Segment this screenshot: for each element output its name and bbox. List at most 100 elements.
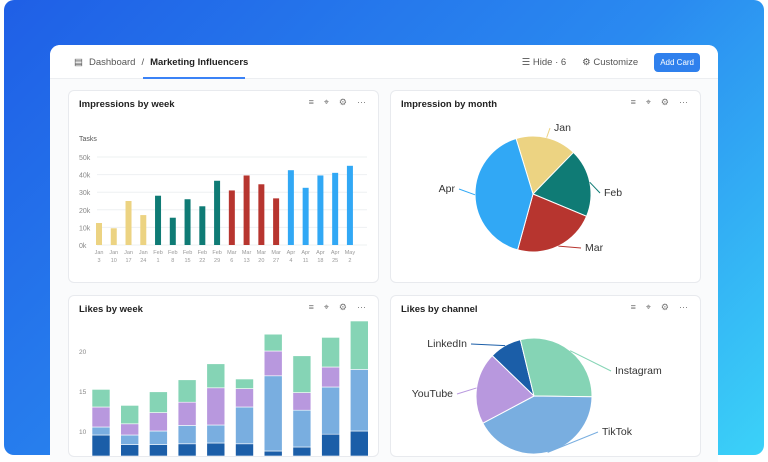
settings-icon[interactable]: ⚙ bbox=[660, 97, 669, 107]
more-icon[interactable]: ··· bbox=[679, 97, 688, 107]
y-tick-label: 20k bbox=[79, 208, 91, 215]
x-tick-label: 3 bbox=[97, 258, 100, 264]
pie-slice bbox=[519, 337, 593, 398]
settings-icon[interactable]: ⚙ bbox=[338, 97, 347, 107]
stacked-bar-segment bbox=[321, 337, 340, 368]
x-tick-label: 6 bbox=[230, 258, 233, 264]
filter-icon[interactable]: ≡ bbox=[308, 302, 314, 312]
stacked-bar-segment bbox=[235, 378, 254, 389]
bar bbox=[228, 190, 235, 245]
filter-icon[interactable]: ≡ bbox=[308, 97, 314, 107]
stacked-bar-segment bbox=[120, 405, 140, 425]
customize-button[interactable]: ⚙ Customize bbox=[582, 57, 638, 68]
x-tick-label: 4 bbox=[289, 258, 292, 264]
stacked-bar-segment bbox=[292, 355, 312, 393]
breadcrumb: ▤ Dashboard / Marketing Influencers bbox=[74, 57, 248, 68]
more-icon[interactable]: ··· bbox=[679, 302, 688, 312]
x-tick-label: 27 bbox=[273, 258, 279, 264]
bar bbox=[184, 199, 191, 245]
slice-label: LinkedIn bbox=[427, 338, 467, 350]
x-tick-label: 17 bbox=[125, 258, 131, 264]
bar bbox=[214, 180, 221, 245]
slice-label: Jan bbox=[554, 122, 571, 134]
dashboard-window: ▤ Dashboard / Marketing Influencers ☰ Hi… bbox=[50, 45, 718, 462]
bar bbox=[169, 217, 176, 245]
x-tick-label: Jan bbox=[95, 250, 104, 256]
dashboard-icon: ▤ bbox=[74, 57, 83, 68]
bar bbox=[96, 223, 102, 245]
x-tick-label: 29 bbox=[214, 258, 220, 264]
chart-svg: Jan Feb Mar Apr bbox=[439, 122, 623, 254]
stacked-bar-segment bbox=[263, 333, 283, 352]
x-tick-label: Jan bbox=[109, 250, 118, 256]
stacked-bar-segment bbox=[263, 350, 283, 377]
slice-label: YouTube bbox=[412, 388, 453, 400]
bar bbox=[140, 215, 147, 245]
chart-svg: LinkedIn Instagram TikTok YouTube bbox=[412, 337, 662, 455]
slice-label: TikTok bbox=[602, 426, 633, 438]
bar bbox=[346, 165, 353, 245]
impression-by-month-card: Impression by month ≡ ⌖ ⚙ ··· Jan Feb Mar Apr bbox=[390, 90, 701, 283]
bar bbox=[302, 187, 309, 245]
x-tick-label: 8 bbox=[171, 258, 174, 264]
stacked-bar-segment bbox=[321, 386, 340, 435]
y-tick-label: 40k bbox=[79, 173, 91, 180]
stacked-bar-segment bbox=[235, 406, 254, 445]
settings-icon[interactable]: ⚙ bbox=[338, 302, 347, 312]
more-icon[interactable]: ··· bbox=[357, 97, 366, 107]
leader-line bbox=[558, 245, 582, 249]
pie-slice bbox=[475, 355, 535, 424]
bar bbox=[273, 198, 280, 245]
x-tick-label: 25 bbox=[332, 258, 338, 264]
settings-icon[interactable]: ⚙ bbox=[660, 302, 669, 312]
stacked-bar-segment bbox=[206, 424, 226, 444]
bar bbox=[317, 175, 324, 245]
sliders-icon: ☰ bbox=[521, 57, 533, 68]
x-tick-label: 20 bbox=[258, 258, 264, 264]
card-title: Impressions by week bbox=[79, 99, 175, 110]
x-tick-label: 15 bbox=[184, 258, 190, 264]
expand-icon[interactable]: ⌖ bbox=[645, 97, 651, 107]
hide-button[interactable]: ☰ Hide · 6 bbox=[522, 57, 566, 68]
stacked-bar-segment bbox=[149, 430, 168, 445]
x-tick-label: 13 bbox=[244, 258, 250, 264]
x-tick-label: Feb bbox=[198, 250, 207, 256]
hide-label: Hide · 6 bbox=[532, 57, 567, 68]
expand-icon[interactable]: ⌖ bbox=[645, 302, 651, 312]
stacked-bar-segment bbox=[120, 444, 140, 456]
slice-label: Apr bbox=[439, 183, 456, 195]
stacked-bar-segment bbox=[120, 423, 140, 436]
x-tick-label: Apr bbox=[287, 250, 296, 256]
filter-icon[interactable]: ≡ bbox=[630, 302, 636, 312]
breadcrumb-current[interactable]: Marketing Influencers bbox=[150, 57, 249, 68]
stacked-bar-segment bbox=[91, 406, 111, 428]
card-title: Likes by week bbox=[79, 304, 143, 315]
x-tick-label: 11 bbox=[303, 258, 309, 264]
add-card-button[interactable]: Add Card bbox=[654, 53, 700, 72]
stacked-bar-segment bbox=[235, 443, 254, 456]
stacked-bar-segment bbox=[263, 450, 283, 456]
more-icon[interactable]: ··· bbox=[357, 302, 366, 312]
breadcrumb-dashboard[interactable]: Dashboard bbox=[88, 57, 136, 68]
expand-icon[interactable]: ⌖ bbox=[323, 97, 329, 107]
y-tick-label: 0k bbox=[79, 243, 87, 250]
stacked-bar-segment bbox=[91, 389, 111, 408]
leader-line bbox=[589, 181, 601, 194]
slice-label: Instagram bbox=[615, 365, 662, 377]
x-tick-label: 18 bbox=[317, 258, 323, 264]
x-tick-label: 1 bbox=[157, 258, 160, 264]
expand-icon[interactable]: ⌖ bbox=[323, 302, 329, 312]
stacked-bar-segment bbox=[149, 412, 168, 432]
x-tick-label: Mar bbox=[271, 250, 281, 256]
stacked-bar-segment bbox=[206, 442, 226, 456]
stacked-bar-segment bbox=[235, 388, 254, 408]
x-tick-label: Jan bbox=[139, 250, 148, 256]
leader-line bbox=[569, 350, 612, 372]
slice-label: Feb bbox=[604, 187, 622, 199]
x-tick-label: Apr bbox=[301, 250, 310, 256]
filter-icon[interactable]: ≡ bbox=[630, 97, 636, 107]
stacked-bar-segment bbox=[206, 387, 226, 426]
card-title: Likes by channel bbox=[401, 304, 478, 315]
customize-label: Customize bbox=[593, 57, 639, 68]
y-tick-label: 30k bbox=[79, 190, 91, 197]
